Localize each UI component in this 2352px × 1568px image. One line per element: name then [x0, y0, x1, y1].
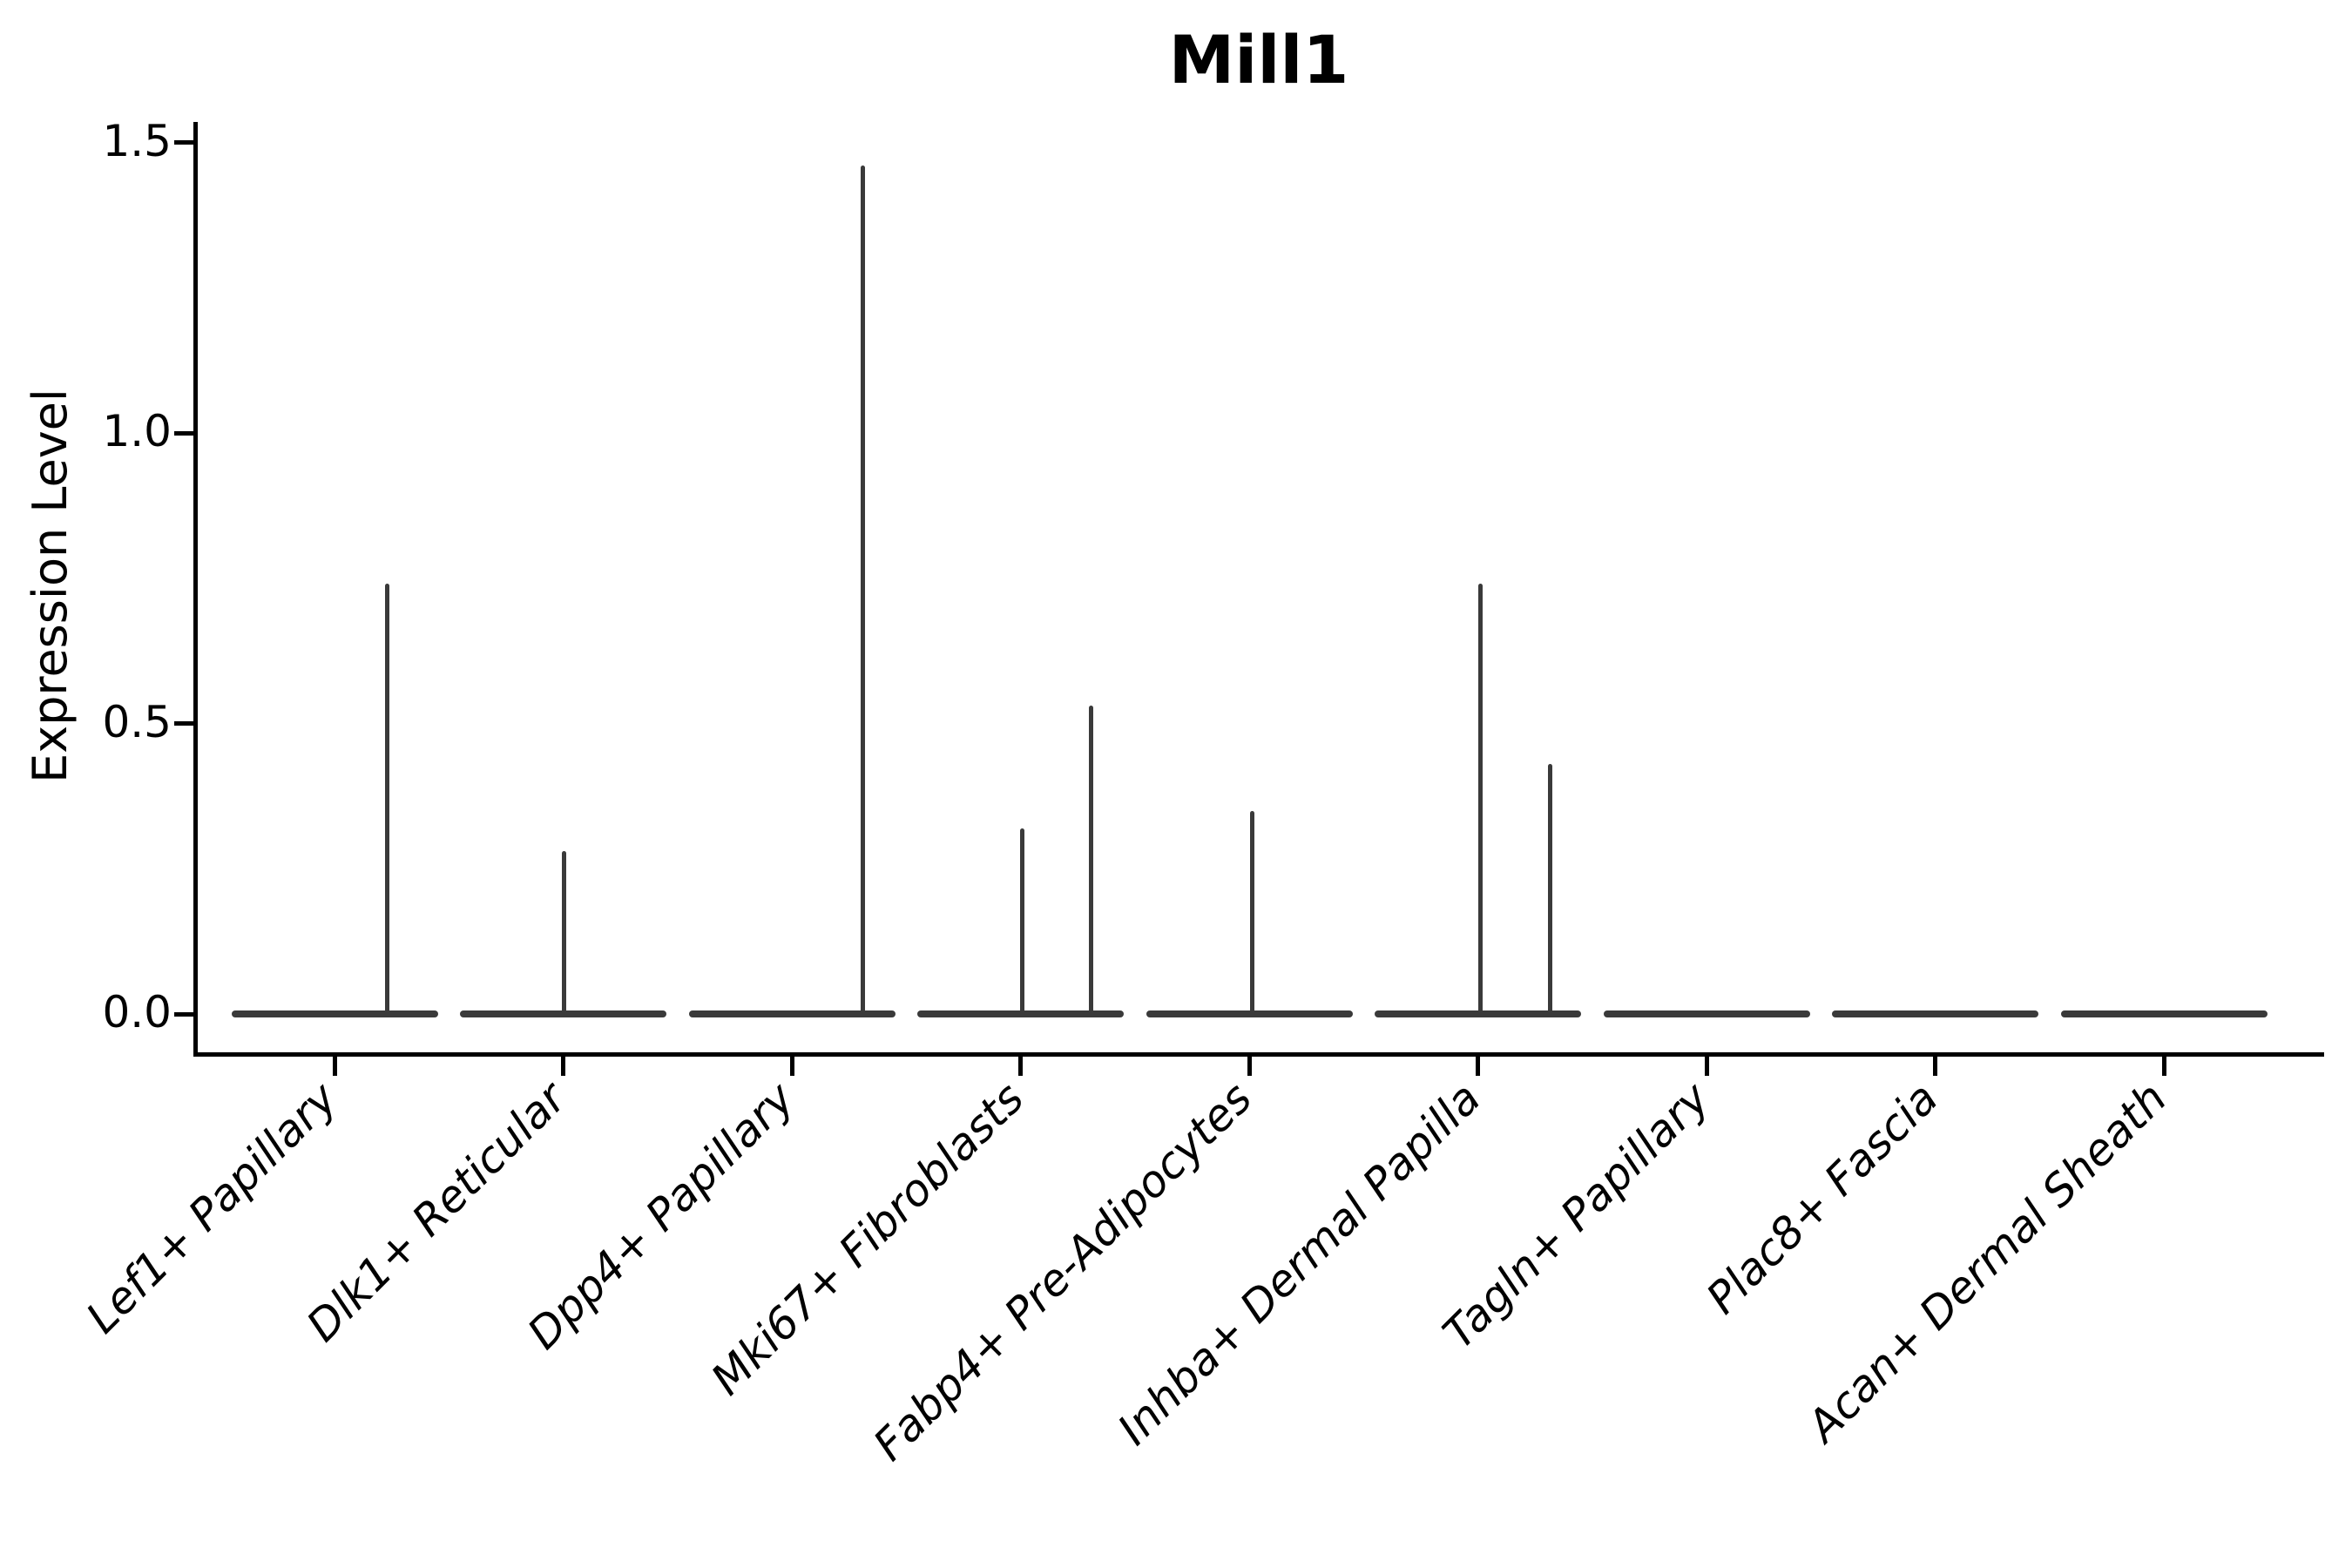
violin-spike: [860, 166, 865, 1014]
y-tick-label: 1.5: [102, 115, 172, 166]
x-tick-label-text: Inhba+ Dermal Papilla: [1108, 1072, 1491, 1455]
x-tick: [1247, 1057, 1252, 1076]
violin-zero-density-bar: [460, 1010, 666, 1017]
x-tick: [1704, 1057, 1709, 1076]
x-tick: [1018, 1057, 1023, 1076]
violin-zero-density-bar: [1375, 1010, 1581, 1017]
y-tick: [174, 140, 193, 145]
x-axis-spine: [193, 1052, 2324, 1057]
y-tick: [174, 430, 193, 436]
violin-zero-density-bar: [917, 1010, 1124, 1017]
x-tick-label-text: Plac8+ Fascia: [1697, 1072, 1949, 1324]
violin-spike: [1478, 584, 1483, 1014]
x-tick-label-text: Lef1+ Papillary: [77, 1072, 348, 1343]
y-tick-label: 0.5: [102, 696, 172, 747]
violin-zero-density-bar: [2060, 1010, 2268, 1017]
violin-spike: [1249, 810, 1254, 1014]
y-tick: [174, 1011, 193, 1017]
violin-zero-density-bar: [1832, 1010, 2038, 1017]
x-tick: [1476, 1057, 1480, 1076]
violin-spike: [384, 584, 389, 1014]
x-tick: [2161, 1057, 2166, 1076]
y-tick-label: 0.0: [102, 987, 172, 1037]
x-tick: [789, 1057, 794, 1076]
violin-zero-density-bar: [1146, 1010, 1353, 1017]
y-axis-spine: [193, 122, 198, 1057]
x-tick: [561, 1057, 565, 1076]
violin-spike: [562, 851, 566, 1014]
violin-zero-density-bar: [231, 1010, 438, 1017]
x-tick: [1933, 1057, 1937, 1076]
violin-spike: [1020, 828, 1024, 1014]
violin-spike: [1548, 764, 1552, 1014]
x-tick: [332, 1057, 337, 1076]
x-tick-label-text: Fabp4+ Pre-Adipocytes: [863, 1072, 1262, 1471]
chart-title: Mill1: [1168, 21, 1349, 98]
y-tick: [174, 721, 193, 726]
violin-spike: [1089, 706, 1093, 1014]
y-tick-label: 1.0: [102, 406, 172, 456]
violin-zero-density-bar: [688, 1010, 896, 1017]
violin-zero-density-bar: [1603, 1010, 1810, 1017]
